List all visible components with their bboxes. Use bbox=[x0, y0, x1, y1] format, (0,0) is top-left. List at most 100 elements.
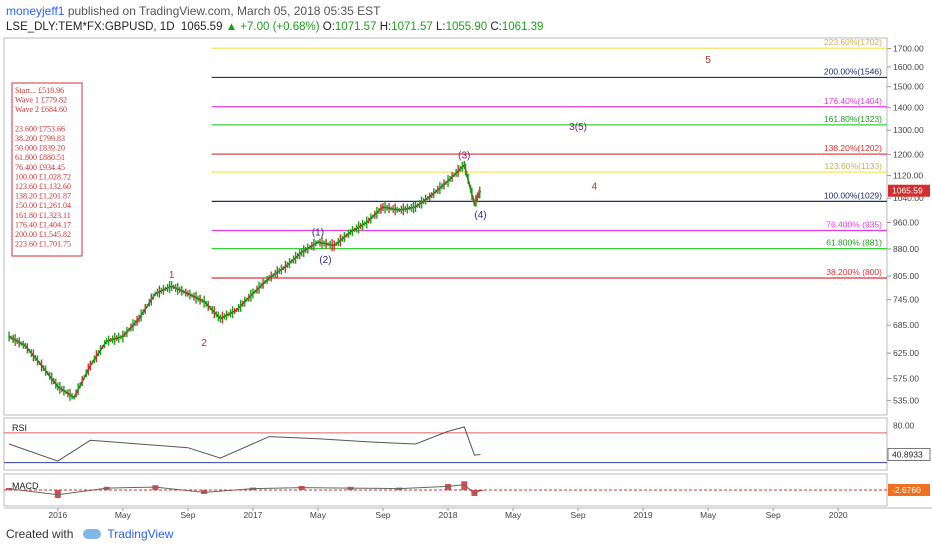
macd-title: MACD bbox=[12, 481, 39, 491]
wave-label: 5 bbox=[705, 55, 711, 66]
rsi-pane-frame bbox=[3, 417, 888, 471]
y-tick-label: 625.00 bbox=[893, 348, 919, 358]
y-tick-label: 805.00 bbox=[893, 271, 919, 281]
y-tick-label: 535.00 bbox=[893, 395, 919, 405]
info-box-line: 100.00 £1,028.72 bbox=[15, 172, 71, 181]
close-value: 1061.39 bbox=[501, 21, 544, 33]
main-pane-frame bbox=[3, 37, 888, 416]
publish-info: published on TradingView.com, March 05, … bbox=[67, 4, 381, 18]
wave-label: 2 bbox=[201, 338, 207, 349]
rsi-value-label: 40.8933 bbox=[892, 449, 923, 459]
info-box-line: Wave 2 £684.60 bbox=[15, 105, 67, 114]
rsi-tick-label: 80.00 bbox=[893, 420, 915, 430]
fib-level-label: 100.00%(1029) bbox=[824, 190, 882, 200]
info-box bbox=[11, 82, 83, 257]
info-box-line: 176.40 £1,404.17 bbox=[15, 220, 71, 229]
fib-level-label: 76.400% (935) bbox=[826, 220, 882, 230]
macd-signal-line bbox=[8, 484, 481, 496]
author-link[interactable]: moneyjeff1 bbox=[6, 4, 65, 18]
x-tick-label: 2016 bbox=[48, 510, 67, 520]
change-up-icon: ▲ bbox=[225, 21, 238, 33]
info-box-line: Start... £518.96 bbox=[15, 86, 64, 95]
y-tick-label: 1300.00 bbox=[893, 125, 924, 135]
x-tick-label: May bbox=[700, 510, 717, 520]
tradingview-brand[interactable]: TradingView bbox=[107, 527, 174, 541]
fib-level-label: 123.60%(1133) bbox=[825, 161, 883, 171]
info-box-line: 76.400 £934.45 bbox=[15, 163, 65, 172]
fib-level-label: 38.200% (800) bbox=[826, 267, 882, 277]
last-price: 1065.59 bbox=[180, 21, 223, 33]
macd-value-badge bbox=[888, 484, 930, 496]
x-tick-label: May bbox=[115, 510, 132, 520]
info-box-line: 38.200 £799.83 bbox=[15, 134, 65, 143]
info-box-line: 200.00 £1,545.82 bbox=[15, 230, 71, 239]
x-tick-label: Sep bbox=[571, 510, 586, 520]
x-tick-label: 2018 bbox=[439, 510, 458, 520]
open-value: 1071.57 bbox=[334, 21, 377, 33]
info-box-line: 61.800 £880.51 bbox=[15, 153, 65, 162]
wave-label: (3) bbox=[458, 150, 470, 161]
x-tick-label: Sep bbox=[375, 510, 390, 520]
wave-label: 1 bbox=[169, 270, 175, 281]
x-tick-label: May bbox=[310, 510, 327, 520]
y-tick-label: 960.00 bbox=[893, 217, 919, 227]
high-label: H: bbox=[379, 21, 392, 33]
tradingview-logo-icon bbox=[83, 529, 102, 539]
macd-bar bbox=[477, 490, 484, 492]
info-box-line: 123.60 £1,132.60 bbox=[15, 182, 71, 191]
fib-level-label: 200.00%(1546) bbox=[824, 66, 882, 76]
footer: Created with TradingView bbox=[6, 527, 173, 541]
info-box-line: 138.20 £1,201.87 bbox=[15, 192, 71, 201]
low-value: 1055.90 bbox=[445, 21, 488, 33]
close-label: C: bbox=[490, 21, 502, 33]
y-tick-label: 1700.00 bbox=[893, 44, 924, 54]
macd-bar bbox=[445, 484, 452, 490]
macd-value-label: -2.6760 bbox=[892, 485, 921, 495]
x-tick-label: Sep bbox=[766, 510, 781, 520]
ohlc-bar: LSE_DLY:TEM*FX:GBPUSD, 1D 1065.59 ▲ +7.0… bbox=[6, 21, 543, 33]
info-box-line: 23.600 £753.66 bbox=[15, 124, 65, 133]
info-box-line: 223.60 £1,701.75 bbox=[15, 240, 71, 249]
macd-bar bbox=[54, 490, 61, 498]
open-label: O: bbox=[322, 21, 335, 33]
x-tick-label: May bbox=[505, 510, 522, 520]
y-tick-label: 1400.00 bbox=[893, 103, 924, 113]
wave-label: 3(5) bbox=[569, 122, 587, 133]
fib-level-label: 161.80%(1323) bbox=[824, 114, 882, 124]
fib-level-label: 138.20%(1202) bbox=[824, 143, 882, 153]
y-tick-label: 685.00 bbox=[893, 320, 919, 330]
last-price-badge-label: 1065.59 bbox=[892, 186, 923, 196]
info-box-line: 161.80 £1,323.11 bbox=[15, 211, 71, 220]
rsi-line bbox=[8, 426, 481, 462]
x-tick-label: Sep bbox=[180, 510, 195, 520]
wave-label: 4 bbox=[592, 181, 598, 192]
x-tick-label: 2020 bbox=[829, 510, 848, 520]
wave-label: (2) bbox=[319, 255, 331, 266]
symbol-label: LSE_DLY:TEM*FX:GBPUSD, 1D bbox=[6, 21, 175, 33]
rsi-value-badge bbox=[887, 447, 931, 461]
low-label: L: bbox=[435, 21, 446, 33]
publish-line: moneyjeff1 published on TradingView.com,… bbox=[6, 4, 380, 18]
fib-level-label: 223.60%(1702) bbox=[824, 37, 882, 47]
y-tick-label: 1040.00 bbox=[893, 193, 924, 203]
x-tick-label: 2019 bbox=[634, 510, 653, 520]
wave-label: (4) bbox=[474, 210, 486, 221]
change-value: +7.00 (+0.68%) bbox=[240, 21, 320, 33]
fib-level-label: 176.40%(1404) bbox=[824, 96, 882, 106]
info-box-line: 50.000 £839.20 bbox=[15, 144, 65, 153]
rsi-title: RSI bbox=[12, 423, 27, 433]
y-tick-label: 1600.00 bbox=[893, 62, 924, 72]
macd-bar bbox=[461, 481, 468, 490]
x-tick-label: 2017 bbox=[243, 510, 262, 520]
info-box-line: 150.00 £1,261.04 bbox=[15, 201, 71, 210]
y-tick-label: 1500.00 bbox=[893, 82, 924, 92]
info-box-line: Wave 1 £779.82 bbox=[15, 96, 67, 105]
wave-label: (1) bbox=[312, 227, 324, 238]
last-price-badge bbox=[888, 184, 930, 197]
high-value: 1071.57 bbox=[391, 21, 433, 33]
y-tick-label: 880.00 bbox=[893, 244, 919, 254]
y-tick-label: 575.00 bbox=[893, 373, 919, 383]
created-with-label: Created with bbox=[6, 527, 74, 541]
y-tick-label: 745.00 bbox=[893, 295, 919, 305]
